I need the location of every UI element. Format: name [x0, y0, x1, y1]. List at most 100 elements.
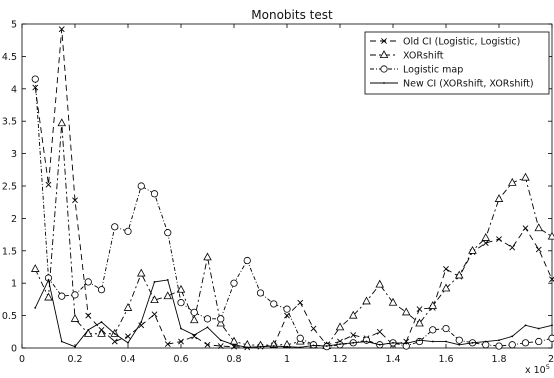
- y-tick-label: 2: [11, 214, 17, 225]
- legend-marker: [379, 50, 389, 58]
- data-point: [164, 229, 172, 237]
- data-point: [84, 278, 92, 286]
- data-point: [163, 291, 173, 300]
- data-point: [113, 332, 116, 335]
- y-tick-label: 3.5: [2, 117, 17, 128]
- data-point: [521, 339, 530, 347]
- y-tick-label: 1: [11, 279, 17, 290]
- data-point: [365, 340, 368, 343]
- data-point: [87, 328, 90, 331]
- data-point: [233, 343, 235, 346]
- data-point: [388, 297, 398, 306]
- data-point: [286, 345, 288, 348]
- legend-label: Logistic map: [403, 65, 463, 76]
- x-tick-label: 0.6: [173, 354, 188, 365]
- legend-label: New CI (XORshift, XORshift): [403, 79, 534, 90]
- y-tick-label: 4.5: [2, 52, 17, 63]
- data-point: [216, 318, 226, 327]
- data-point: [551, 324, 553, 327]
- data-point: [310, 325, 317, 332]
- data-point: [468, 245, 477, 254]
- data-point: [58, 26, 65, 33]
- x-tick-label: 0.4: [120, 354, 135, 365]
- data-point: [124, 227, 132, 235]
- data-point: [219, 339, 222, 342]
- data-point: [47, 279, 50, 281]
- data-point: [217, 315, 225, 323]
- x-tick-label: 0.8: [226, 354, 241, 365]
- legend-marker: [383, 82, 385, 84]
- data-point: [44, 292, 53, 301]
- data-point: [166, 279, 169, 281]
- data-point: [445, 340, 447, 343]
- data-point: [32, 84, 39, 91]
- legend-item: XORshift: [370, 50, 444, 62]
- data-point: [431, 340, 434, 343]
- data-point: [454, 270, 464, 279]
- data-point: [164, 341, 171, 348]
- data-point: [85, 312, 92, 319]
- data-point: [471, 341, 474, 344]
- data-point: [111, 338, 118, 345]
- legend-item: Old CI (Logistic, Logistic): [370, 37, 520, 48]
- data-point: [416, 306, 423, 313]
- data-point: [521, 172, 530, 181]
- data-point: [494, 194, 504, 202]
- data-point: [140, 321, 143, 323]
- y-tick-label: 3: [11, 149, 17, 160]
- data-point: [246, 346, 249, 349]
- legend-label: XORshift: [403, 51, 444, 62]
- data-point: [376, 328, 383, 335]
- data-point: [243, 256, 251, 265]
- data-point: [524, 324, 527, 327]
- data-point: [123, 302, 133, 311]
- data-point: [415, 318, 424, 327]
- data-point: [125, 333, 131, 340]
- data-point: [442, 324, 450, 333]
- data-point: [375, 279, 385, 288]
- series-4: [34, 278, 553, 349]
- data-point: [401, 307, 411, 316]
- data-point: [136, 268, 146, 277]
- data-point: [509, 244, 516, 251]
- data-point: [97, 286, 106, 294]
- data-point: [534, 223, 544, 232]
- data-point: [177, 299, 185, 307]
- data-point: [325, 345, 328, 347]
- data-point: [31, 75, 39, 83]
- data-point: [547, 231, 554, 240]
- y-tick-label: 0.5: [2, 311, 17, 322]
- data-point: [203, 315, 212, 323]
- y-tick-label: 4: [11, 84, 17, 95]
- legend-marker: [380, 65, 388, 73]
- data-point: [83, 328, 93, 337]
- y-axis-ticks: 0 0.5 1 1.5 2 2.5 3 3.5 4 4.5 5: [2, 20, 552, 355]
- data-point: [362, 296, 371, 305]
- data-point: [176, 284, 186, 293]
- data-point: [111, 223, 119, 231]
- data-point: [348, 310, 358, 319]
- series-line: [34, 123, 553, 347]
- data-point: [299, 346, 302, 349]
- data-point: [498, 339, 500, 342]
- data-point: [482, 240, 489, 246]
- data-point: [74, 345, 76, 348]
- data-point: [415, 337, 424, 346]
- data-point: [193, 334, 196, 336]
- x-tick-label: 1: [284, 354, 290, 365]
- data-point: [97, 328, 106, 337]
- data-point: [259, 345, 262, 348]
- data-point: [270, 300, 278, 308]
- data-point: [441, 283, 451, 292]
- data-point: [482, 341, 490, 349]
- x-tick-label: 1.2: [332, 354, 347, 365]
- data-point: [405, 342, 408, 345]
- data-point: [230, 279, 238, 287]
- data-point: [296, 334, 304, 342]
- data-point: [45, 181, 52, 188]
- data-point: [507, 177, 517, 186]
- data-point: [428, 301, 438, 309]
- data-point: [481, 233, 491, 241]
